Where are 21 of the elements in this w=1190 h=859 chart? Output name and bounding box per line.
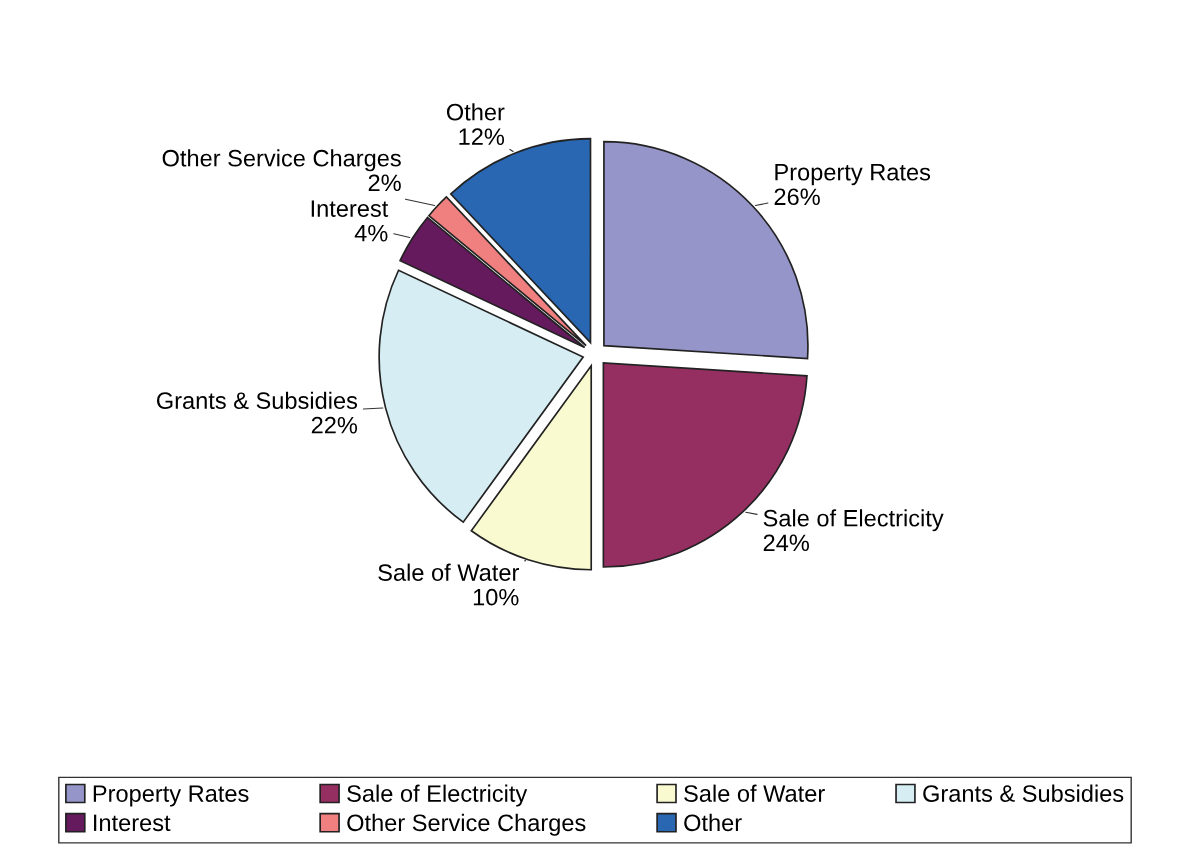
legend-label: Property Rates (93, 785, 249, 807)
legend-label: Other (684, 813, 742, 832)
data-label: 2% (368, 174, 401, 192)
slice-label: Sale of Water (378, 563, 519, 581)
legend-label: Other Service Charges (347, 813, 586, 836)
data-label: 10% (473, 588, 519, 606)
legend-label: Grants & Subsidies (923, 784, 1124, 802)
legend-label: Sale of Electricity (347, 784, 528, 807)
legend-label: Interest (94, 814, 171, 832)
legend-label: Sale of Water (684, 784, 825, 802)
data-label: 22% (311, 416, 358, 434)
slice-label: Other (446, 103, 505, 121)
data-label: 4% (354, 224, 388, 242)
slice-label: Property Rates (775, 164, 931, 186)
slice-label: Grants & Subsidies (156, 391, 358, 409)
data-label: 26% (774, 188, 820, 206)
data-label: 24% (763, 534, 809, 552)
slice-label: Sale of Electricity (763, 509, 944, 532)
data-label: 12% (459, 128, 505, 145)
slice-label: Other Service Charges (162, 149, 401, 172)
slice-label: Interest (311, 200, 389, 217)
